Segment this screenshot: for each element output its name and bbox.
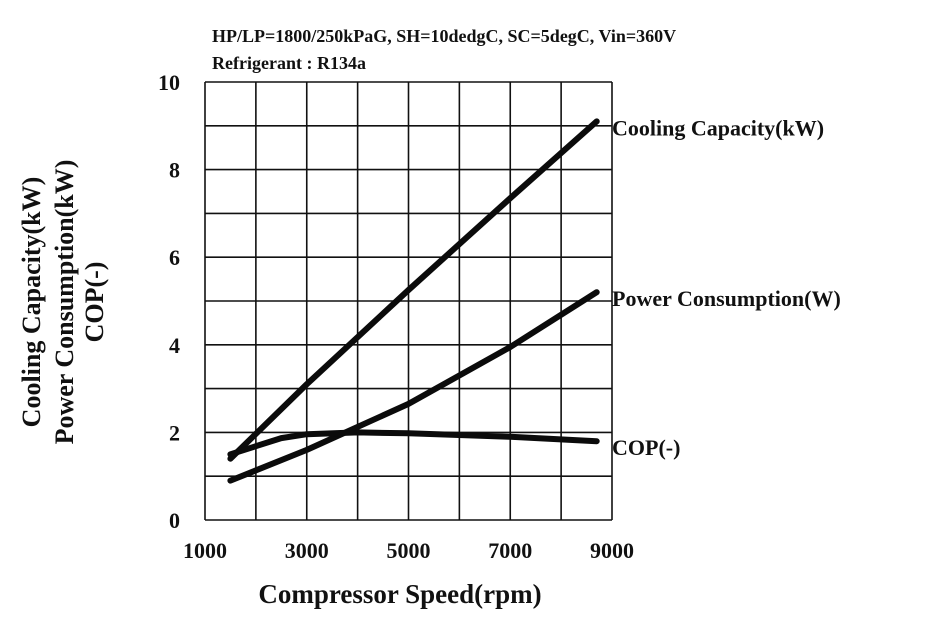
x-tick-label: 1000 bbox=[183, 538, 227, 563]
x-tick-label: 7000 bbox=[488, 538, 532, 563]
y-axis-label-line-2: Power Consumption(kW) bbox=[50, 160, 79, 445]
y-axis-label-line-3: COP(-) bbox=[80, 262, 109, 343]
y-tick-label: 4 bbox=[169, 333, 180, 358]
x-tick-label: 5000 bbox=[387, 538, 431, 563]
y-tick-label: 0 bbox=[169, 508, 180, 533]
tick-labels: 1000 3000 5000 7000 9000 0 2 4 6 8 10 bbox=[158, 70, 634, 563]
x-axis-label: Compressor Speed(rpm) bbox=[258, 579, 541, 609]
chart-title-line-2: Refrigerant : R134a bbox=[212, 53, 366, 73]
x-tick-label: 9000 bbox=[590, 538, 634, 563]
x-tick-label: 3000 bbox=[285, 538, 329, 563]
grid bbox=[204, 81, 613, 521]
series-label: COP(-) bbox=[612, 435, 680, 460]
y-tick-label: 6 bbox=[169, 245, 180, 270]
series-label: Power Consumption(W) bbox=[612, 286, 841, 311]
series-line bbox=[227, 118, 600, 462]
series-lines bbox=[227, 118, 600, 484]
y-axis-label-line-1: Cooling Capacity(kW) bbox=[17, 177, 46, 428]
y-tick-label: 10 bbox=[158, 70, 180, 95]
series-line bbox=[227, 429, 600, 458]
chart-title-line-1: HP/LP=1800/250kPaG, SH=10dedgC, SC=5degC… bbox=[212, 26, 676, 46]
series-labels: Cooling Capacity(kW) Power Consumption(W)… bbox=[612, 115, 841, 460]
y-tick-label: 8 bbox=[169, 158, 180, 183]
y-tick-label: 2 bbox=[169, 420, 180, 445]
series-line bbox=[227, 289, 600, 484]
series-label: Cooling Capacity(kW) bbox=[612, 115, 824, 140]
